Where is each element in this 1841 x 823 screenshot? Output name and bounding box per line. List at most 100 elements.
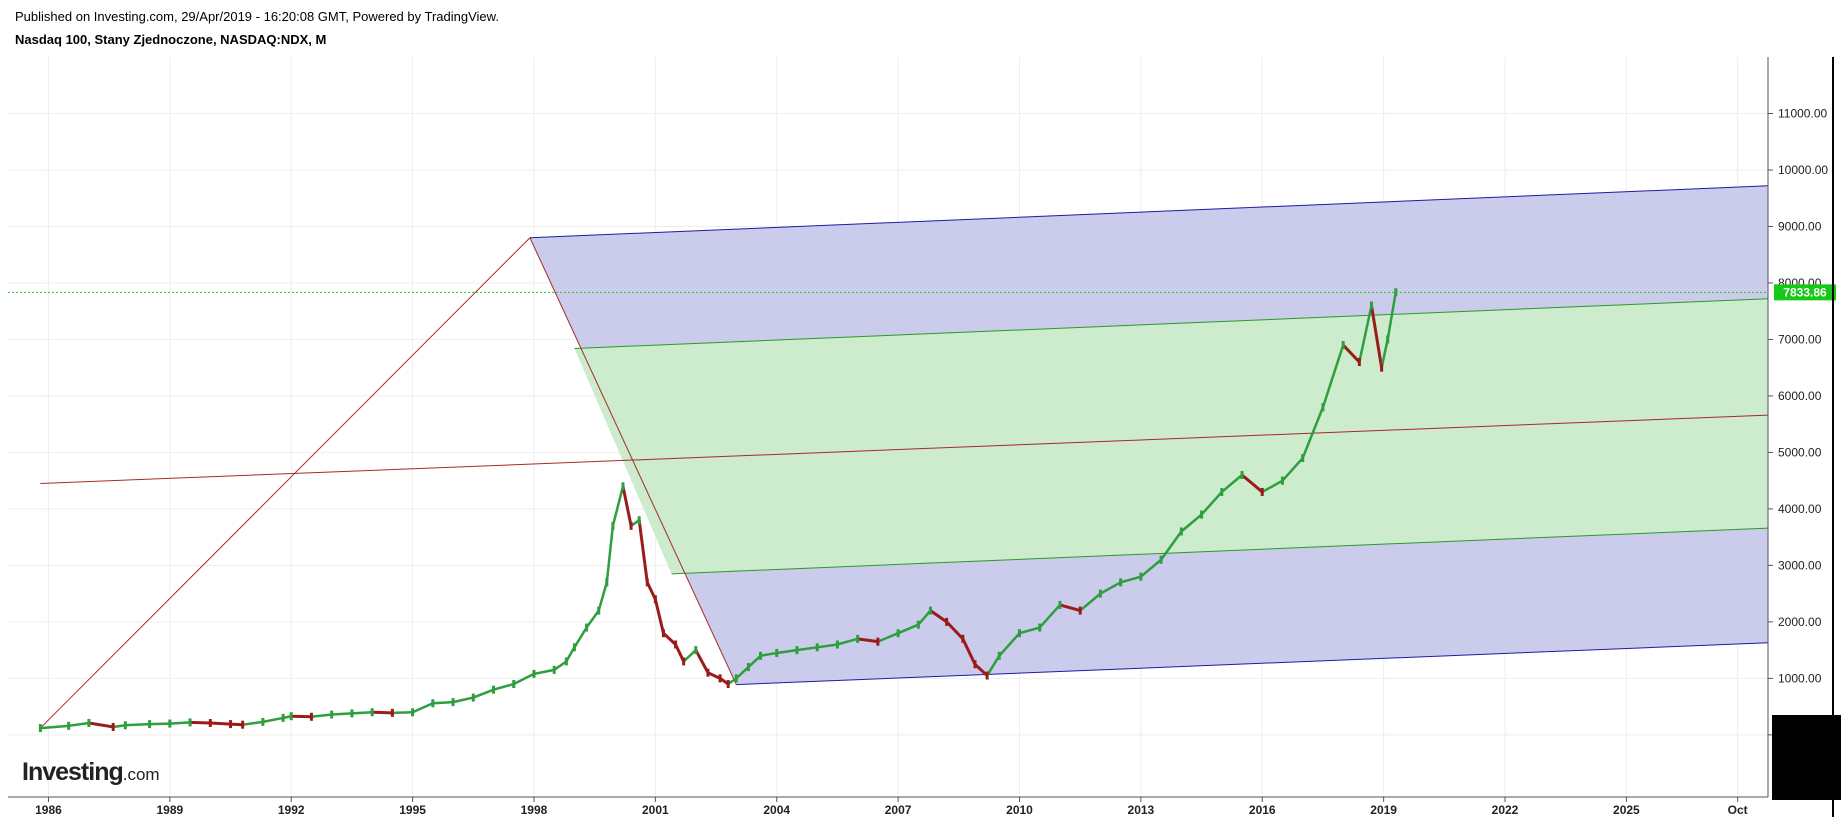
price-candle [370,708,374,717]
price-candle [746,663,750,672]
price-candle [309,712,313,721]
price-segment [40,724,69,730]
price-segment [331,712,352,716]
price-candle [168,719,172,728]
price-segment [230,722,243,727]
price-segment [149,722,170,726]
price-candle [961,634,965,643]
price-segment [857,637,879,644]
pitchfork-inner-lower-line [671,527,1769,575]
price-segment [68,721,90,728]
price-segment [796,646,818,652]
price-segment [472,688,494,699]
price-segment [1140,558,1162,578]
last-price-badge [1774,284,1836,301]
price-segment [621,486,633,527]
pitchfork-median-line [40,414,1769,484]
y-tick-label: 7000.00 [1778,332,1822,346]
price-segment [1358,305,1373,363]
price-candle [330,710,334,719]
price-segment [88,721,114,729]
price-candle [350,709,354,718]
price-segment [1380,339,1389,368]
symbol-title: Nasdaq 100, Stany Zjednoczone, NASDAQ:ND… [15,32,327,47]
price-candle [1386,335,1390,344]
price-candle [795,646,799,655]
price-candle [38,724,42,733]
price-segment [1261,479,1284,494]
price-candle [1301,454,1305,463]
price-candle [148,720,152,729]
pitchfork-base-line [529,237,737,685]
price-segment [653,598,665,634]
price-segment [190,720,211,725]
x-tick-label: 2019 [1370,803,1397,817]
x-tick-label: 2010 [1006,803,1033,817]
price-segment [760,651,777,658]
price-candle [532,669,536,678]
y-tick-label: 1000.00 [1778,671,1822,685]
price-segment [1019,626,1041,635]
price-candle [876,637,880,646]
price-segment [1099,581,1122,595]
price-candle [605,578,609,587]
price-candle [916,620,920,629]
y-tick-label: 5000.00 [1778,445,1822,459]
price-candle [661,629,665,638]
price-segment [877,632,899,643]
price-candle [682,657,686,666]
x-tick-label: 1986 [35,803,62,817]
price-candle [945,617,949,626]
y-tick-label: 4000.00 [1778,502,1822,516]
x-tick-label: 2022 [1492,803,1519,817]
price-segment [1120,575,1142,584]
price-candle [1200,510,1204,519]
price-candle [973,660,977,669]
price-segment [817,643,838,649]
price-segment [735,666,750,680]
price-segment [1079,592,1102,612]
pitchfork-lower-line [736,642,1769,686]
price-candle [281,713,285,722]
price-segment [929,609,948,624]
price-segment [351,711,373,715]
price-candle [1321,403,1325,412]
price-candle [1058,600,1062,609]
price-candle [726,680,730,689]
price-candle [637,516,641,525]
price-candle [629,521,633,530]
price-segment [311,713,332,719]
published-caption: Published on Investing.com, 29/Apr/2019 … [15,9,499,24]
logo-main: Investing [22,758,124,786]
y-tick-label: 9000.00 [1778,219,1822,233]
price-candle [564,657,568,666]
price-candle [611,521,615,530]
price-segment [573,626,588,648]
price-segment [707,671,721,680]
price-segment [1038,604,1061,629]
price-segment [611,486,625,527]
price-segment [682,649,697,663]
x-tick-label: 2001 [642,803,669,817]
price-segment [533,668,555,676]
price-segment [998,632,1021,657]
price-candle [87,719,91,727]
price-segment [776,648,798,655]
price-segment [897,623,919,635]
price-candle [1220,487,1224,496]
price-segment [432,700,454,705]
y-tick-label: 3000.00 [1778,558,1822,572]
price-candle [111,722,115,731]
investing-logo: Investing.com [22,758,160,787]
price-segment [1059,603,1081,613]
price-candle [390,708,394,717]
last-price-label: 7833.86 [1783,285,1827,299]
y-tick-label: 11000.00 [1778,106,1827,120]
price-segment [412,702,434,714]
price-candle [261,717,265,726]
price-candle [572,643,576,652]
price-segment [585,609,600,629]
price-segment [747,654,762,668]
price-candle [815,643,819,652]
